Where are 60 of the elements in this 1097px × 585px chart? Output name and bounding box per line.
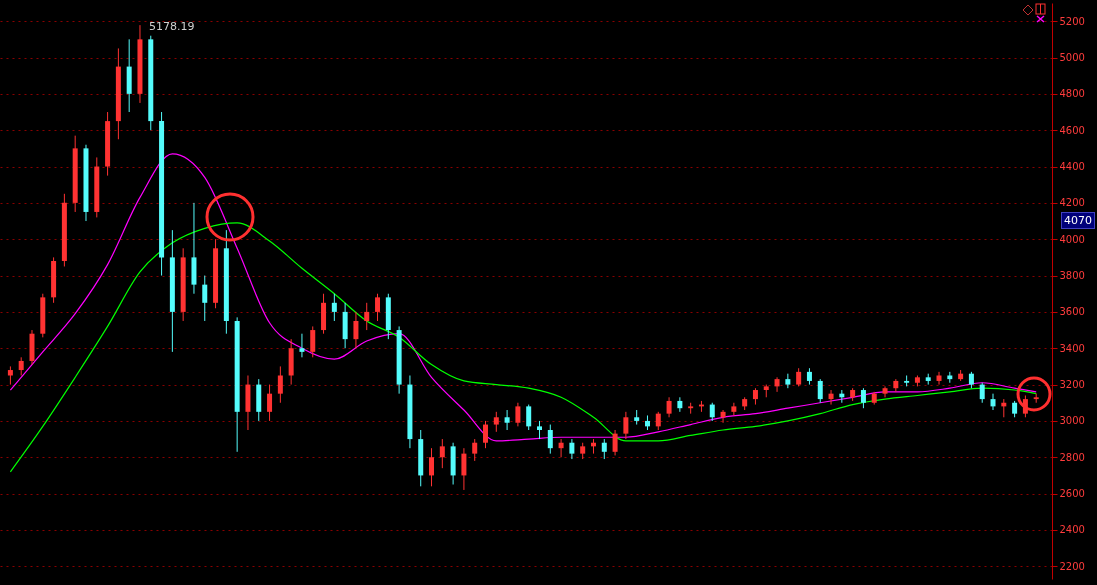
candlestick: [439, 438, 445, 469]
candlestick: [18, 356, 24, 376]
candlestick: [7, 365, 13, 386]
y-tick-label: 2400: [1059, 524, 1085, 536]
candlestick: [364, 302, 370, 331]
candlestick: [569, 438, 575, 460]
candlestick: [731, 402, 737, 416]
candlestick: [601, 438, 607, 460]
y-tick-label: 4800: [1059, 88, 1085, 100]
candlestick: [515, 402, 521, 427]
candlestick: [461, 447, 467, 491]
y-tick-label: 3400: [1059, 342, 1085, 354]
annotation: 5178.19: [148, 20, 195, 34]
y-tick-label: 2600: [1059, 488, 1085, 500]
candlestick: [709, 402, 715, 422]
y-tick-label: 5200: [1059, 15, 1085, 27]
y-tick-label: 3000: [1059, 415, 1085, 427]
candlestick: [828, 389, 834, 406]
candlestick: [655, 411, 661, 431]
candlestick: [623, 411, 629, 440]
candlestick: [979, 382, 985, 404]
candlestick: [882, 385, 888, 398]
y-tick-label: 3200: [1059, 379, 1085, 391]
candlestick: [277, 365, 283, 404]
candlestick: [666, 396, 672, 418]
candlestick: [558, 438, 564, 458]
y-tick-label: 2800: [1059, 451, 1085, 463]
candlestick: [817, 378, 823, 404]
candlestick: [202, 275, 208, 322]
candlestick: [331, 293, 337, 322]
candlestick: [493, 411, 499, 433]
candlestick: [537, 420, 542, 440]
candlestick: [472, 438, 478, 462]
y-tick-label: 4400: [1059, 161, 1085, 173]
y-tick-label: 3800: [1059, 270, 1085, 282]
candlestick: [483, 420, 489, 449]
y-tick-label: 4600: [1059, 124, 1085, 136]
candlestick: [774, 376, 780, 393]
candlestick: [353, 311, 359, 349]
text: 4070: [1061, 212, 1095, 229]
candlestick: [310, 325, 316, 358]
y-tick-label: 3600: [1059, 306, 1085, 318]
candlestick: [526, 404, 532, 431]
candlestick: [860, 387, 866, 409]
candlestick: [720, 409, 726, 424]
candlestick: [612, 429, 618, 456]
y-tick-label: 2200: [1059, 560, 1085, 572]
candlestick: [936, 371, 942, 386]
candlestick: [267, 384, 273, 422]
candlestick: [547, 424, 553, 455]
candlestick: [990, 393, 996, 411]
candlestick: [677, 396, 683, 413]
candlestick: [504, 409, 510, 431]
candlestick: [429, 447, 435, 487]
candlestick: [299, 333, 305, 358]
y-tick-label: 4200: [1059, 197, 1085, 209]
candlestick: [796, 367, 802, 387]
y-tick-label: 4000: [1059, 233, 1085, 245]
candlestick: [375, 293, 381, 322]
y-tick-label: 5000: [1059, 52, 1085, 64]
